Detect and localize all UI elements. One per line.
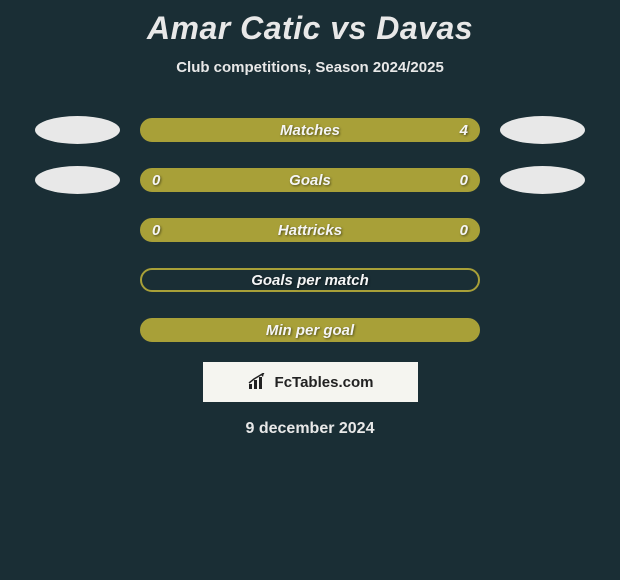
stat-bar-matches: Matches 4	[140, 118, 480, 142]
stat-rows: Matches 4 0 Goals 0 0 Hattricks 0	[0, 116, 620, 344]
chart-icon	[247, 373, 269, 391]
stat-left-value: 0	[152, 222, 160, 239]
stat-row: 0 Hattricks 0	[0, 216, 620, 244]
stat-row: Goals per match	[0, 266, 620, 294]
stat-label: Matches	[280, 122, 340, 139]
source-badge[interactable]: FcTables.com	[203, 362, 418, 402]
stat-bar-goals: 0 Goals 0	[140, 168, 480, 192]
ellipse-spacer	[35, 216, 120, 244]
ellipse-spacer	[35, 266, 120, 294]
stat-label: Min per goal	[266, 322, 354, 339]
stat-left-value: 0	[152, 172, 160, 189]
stat-right-value: 0	[460, 172, 468, 189]
stat-row: Min per goal	[0, 316, 620, 344]
subtitle: Club competitions, Season 2024/2025	[176, 59, 444, 76]
stat-label: Goals per match	[251, 272, 369, 289]
stat-row: Matches 4	[0, 116, 620, 144]
badge-text: FcTables.com	[275, 374, 374, 391]
stat-bar-min-per-goal: Min per goal	[140, 318, 480, 342]
ellipse-spacer	[500, 316, 585, 344]
stat-row: 0 Goals 0	[0, 166, 620, 194]
ellipse-spacer	[35, 316, 120, 344]
stat-label: Goals	[289, 172, 331, 189]
comparison-card: Amar Catic vs Davas Club competitions, S…	[0, 0, 620, 438]
right-ellipse	[500, 116, 585, 144]
right-ellipse	[500, 166, 585, 194]
stat-right-value: 0	[460, 222, 468, 239]
left-ellipse	[35, 116, 120, 144]
date-text: 9 december 2024	[246, 420, 375, 438]
ellipse-spacer	[500, 216, 585, 244]
stat-bar-hattricks: 0 Hattricks 0	[140, 218, 480, 242]
stat-label: Hattricks	[278, 222, 342, 239]
left-ellipse	[35, 166, 120, 194]
ellipse-spacer	[500, 266, 585, 294]
stat-right-value: 4	[460, 122, 468, 139]
page-title: Amar Catic vs Davas	[147, 10, 473, 47]
stat-bar-goals-per-match: Goals per match	[140, 268, 480, 292]
